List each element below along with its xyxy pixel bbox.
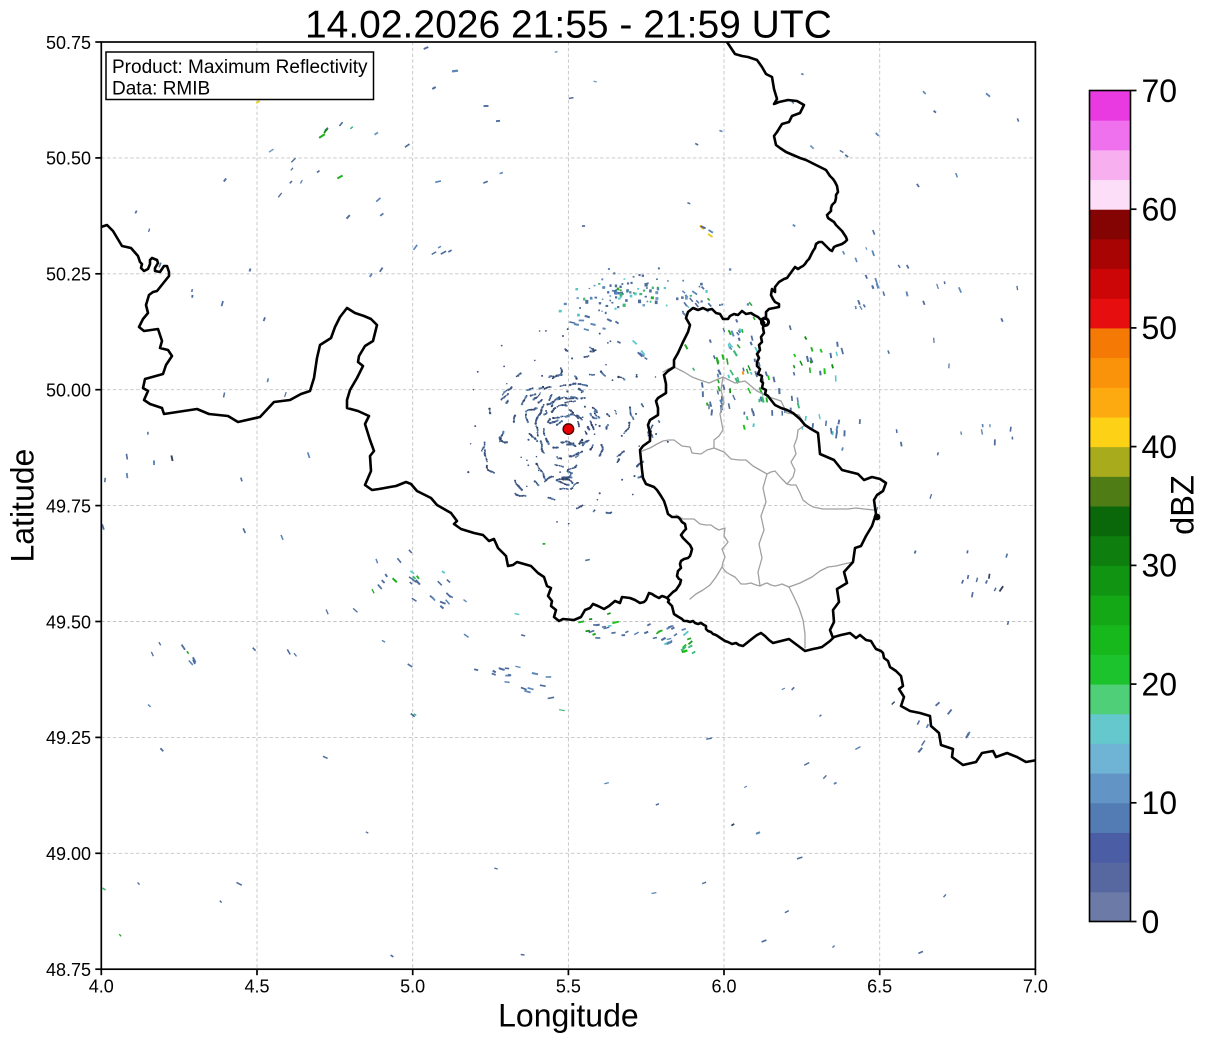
- svg-text:50: 50: [1142, 310, 1178, 346]
- svg-text:49.75: 49.75: [46, 496, 91, 516]
- svg-text:5.0: 5.0: [400, 977, 425, 997]
- svg-text:50.25: 50.25: [46, 265, 91, 285]
- svg-text:49.25: 49.25: [46, 728, 91, 748]
- svg-text:49.50: 49.50: [46, 612, 91, 632]
- svg-text:20: 20: [1142, 666, 1178, 702]
- svg-text:6.5: 6.5: [867, 977, 892, 997]
- svg-text:Longitude: Longitude: [498, 998, 639, 1034]
- svg-text:5.5: 5.5: [556, 977, 581, 997]
- svg-text:Latitude: Latitude: [5, 449, 41, 563]
- svg-text:Product: Maximum Reflectivity: Product: Maximum Reflectivity: [112, 57, 368, 78]
- svg-text:40: 40: [1142, 429, 1178, 465]
- svg-text:50.00: 50.00: [46, 381, 91, 401]
- svg-text:10: 10: [1142, 785, 1178, 821]
- svg-text:0: 0: [1142, 904, 1160, 940]
- svg-text:4.5: 4.5: [244, 977, 269, 997]
- svg-text:4.0: 4.0: [89, 977, 114, 997]
- svg-text:Data: RMIB: Data: RMIB: [112, 79, 210, 100]
- svg-text:6.0: 6.0: [711, 977, 736, 997]
- svg-text:30: 30: [1142, 548, 1178, 584]
- svg-text:60: 60: [1142, 192, 1178, 228]
- svg-text:48.75: 48.75: [46, 960, 91, 980]
- svg-text:50.75: 50.75: [46, 33, 91, 53]
- svg-text:dBZ: dBZ: [1165, 475, 1201, 535]
- svg-text:70: 70: [1142, 73, 1178, 109]
- svg-text:7.0: 7.0: [1023, 977, 1048, 997]
- svg-text:14.02.2026 21:55 - 21:59 UTC: 14.02.2026 21:55 - 21:59 UTC: [305, 4, 832, 47]
- svg-text:50.50: 50.50: [46, 149, 91, 169]
- svg-text:49.00: 49.00: [46, 844, 91, 864]
